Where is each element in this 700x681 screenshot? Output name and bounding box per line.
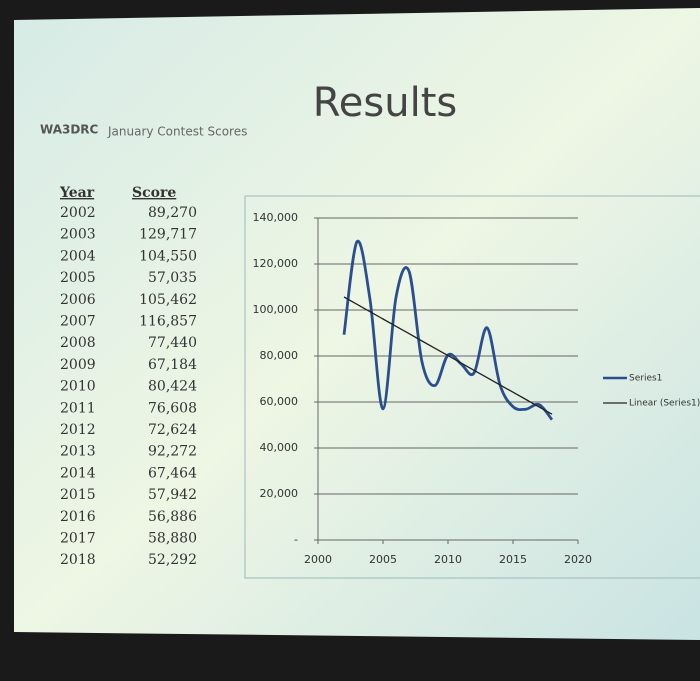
slide-subtitle: January Contest Scores (107, 125, 247, 139)
table-cell: 2014 (60, 465, 96, 481)
table-cell: 2016 (60, 509, 96, 525)
slide-title: Results (313, 80, 457, 126)
table-cell: 89,270 (148, 205, 197, 221)
table-cell: 52,292 (148, 552, 197, 568)
table-cell: 2010 (60, 379, 96, 395)
table-cell: 2007 (60, 314, 96, 330)
y-tick-label: 40,000 (260, 441, 299, 454)
table-cell: 2002 (60, 205, 96, 221)
table-cell: 2008 (60, 335, 96, 351)
legend-label: Linear (Series1) (629, 399, 700, 409)
x-tick-label: 2000 (304, 553, 332, 566)
table-cell: 56,886 (148, 509, 197, 525)
table-cell: 92,272 (148, 444, 197, 460)
x-tick-label: 2015 (499, 553, 527, 566)
table-cell: 57,035 (148, 270, 197, 286)
table-cell: 2017 (60, 531, 96, 547)
table-cell: 116,857 (139, 314, 197, 330)
table-cell: 2009 (60, 357, 96, 373)
table-cell: 104,550 (139, 248, 197, 264)
table-cell: 2005 (60, 270, 96, 286)
call-sign: WA3DRC (40, 123, 99, 137)
table-cell: 58,880 (148, 531, 197, 547)
y-tick-label: 120,000 (253, 257, 299, 270)
table-cell: 2003 (60, 227, 96, 243)
y-tick-label: 20,000 (260, 487, 299, 500)
table-cell: 80,424 (148, 379, 197, 395)
table-cell: 72,624 (148, 422, 197, 438)
table-cell: 67,464 (148, 465, 197, 481)
table-cell: 76,608 (148, 400, 197, 416)
y-tick-label: 80,000 (260, 349, 299, 362)
screenshot: Results WA3DRC January Contest Scores Ye… (0, 0, 700, 681)
table-cell: 77,440 (148, 335, 197, 351)
table-header: Year (59, 185, 95, 201)
table-cell: 67,184 (148, 357, 197, 373)
table-cell: 2015 (60, 487, 96, 503)
table-cell: 2006 (60, 292, 96, 308)
y-tick-label: 60,000 (260, 395, 299, 408)
table-cell: 57,942 (148, 487, 197, 503)
table-cell: 105,462 (139, 292, 197, 308)
legend-label: Series1 (629, 374, 662, 384)
y-tick-label: - (294, 533, 298, 546)
table-cell: 2018 (60, 552, 96, 568)
table-cell: 2012 (60, 422, 96, 438)
x-tick-label: 2020 (564, 553, 592, 566)
y-tick-label: 140,000 (253, 211, 299, 224)
table-cell: 2011 (60, 400, 96, 416)
x-tick-label: 2010 (434, 553, 462, 566)
table-header: Score (132, 185, 176, 201)
x-tick-label: 2005 (369, 553, 397, 566)
y-tick-label: 100,000 (253, 303, 299, 316)
table-cell: 2004 (60, 248, 96, 264)
table-cell: 2013 (60, 444, 96, 460)
table-cell: 129,717 (139, 227, 197, 243)
